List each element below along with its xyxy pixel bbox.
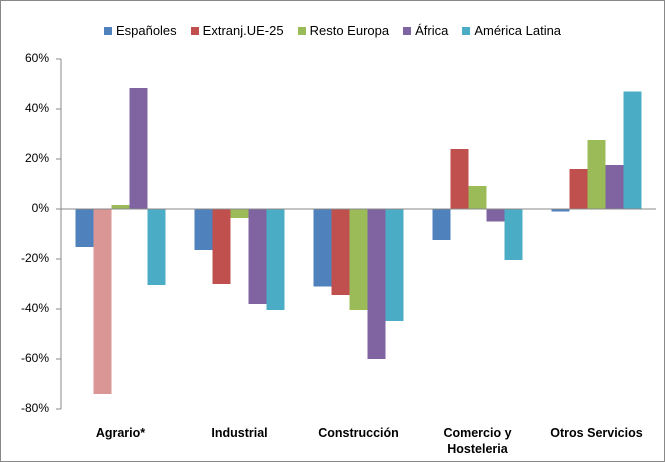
- x-tick-label: Otros Servicios: [550, 426, 643, 440]
- y-tick-label: -80%: [21, 401, 49, 415]
- bar: [587, 140, 606, 209]
- bar: [93, 209, 112, 394]
- bar: [266, 209, 285, 310]
- legend-swatch: [190, 26, 199, 35]
- bar: [111, 205, 130, 209]
- bar: [623, 91, 642, 209]
- bar: [129, 88, 148, 209]
- y-tick-label: 60%: [25, 51, 49, 65]
- legend-label: Extranj.UE-25: [202, 23, 284, 38]
- bar: [432, 209, 451, 240]
- legend-item: Resto Europa: [297, 23, 390, 38]
- x-tick-label: Agrario*: [95, 426, 146, 440]
- bar: [551, 209, 570, 212]
- x-tick-label: Construcción: [318, 426, 399, 440]
- y-tick-label: 20%: [25, 151, 49, 165]
- legend-swatch: [462, 26, 471, 35]
- bar: [248, 209, 267, 304]
- legend-label: Resto Europa: [309, 23, 390, 38]
- bar: [75, 209, 94, 247]
- legend-label: Españoles: [115, 23, 177, 38]
- bar: [569, 169, 588, 209]
- bar: [230, 209, 249, 218]
- bar: [349, 209, 368, 310]
- bar: [367, 209, 386, 359]
- bar: [504, 209, 523, 260]
- legend: Españoles Extranj.UE-25 Resto Europa África…: [1, 23, 664, 38]
- bar: [605, 165, 624, 209]
- y-tick-label: -60%: [21, 351, 49, 365]
- bar: [468, 186, 487, 209]
- bar: [194, 209, 213, 250]
- legend-swatch: [403, 26, 412, 35]
- bar: [486, 209, 505, 222]
- legend-label: África: [415, 23, 449, 38]
- legend-label: América Latina: [474, 23, 562, 38]
- bar: [331, 209, 350, 295]
- bar: [385, 209, 404, 321]
- legend-swatch: [297, 26, 306, 35]
- x-tick-label: Industrial: [211, 426, 268, 440]
- x-tick-label: Comercio y Hosteleria: [443, 426, 512, 456]
- legend-swatch: [103, 26, 112, 35]
- bar: [450, 149, 469, 209]
- legend-item: Extranj.UE-25: [190, 23, 284, 38]
- bar: [313, 209, 332, 287]
- y-tick-label: 40%: [25, 101, 49, 115]
- legend-item: Españoles: [103, 23, 177, 38]
- y-tick-label: 0%: [32, 201, 50, 215]
- legend-item: África: [403, 23, 448, 38]
- bar: [147, 209, 166, 285]
- y-tick-label: -20%: [21, 251, 49, 265]
- bar: [212, 209, 231, 284]
- legend-item: América Latina: [462, 23, 561, 38]
- y-tick-label: -40%: [21, 301, 49, 315]
